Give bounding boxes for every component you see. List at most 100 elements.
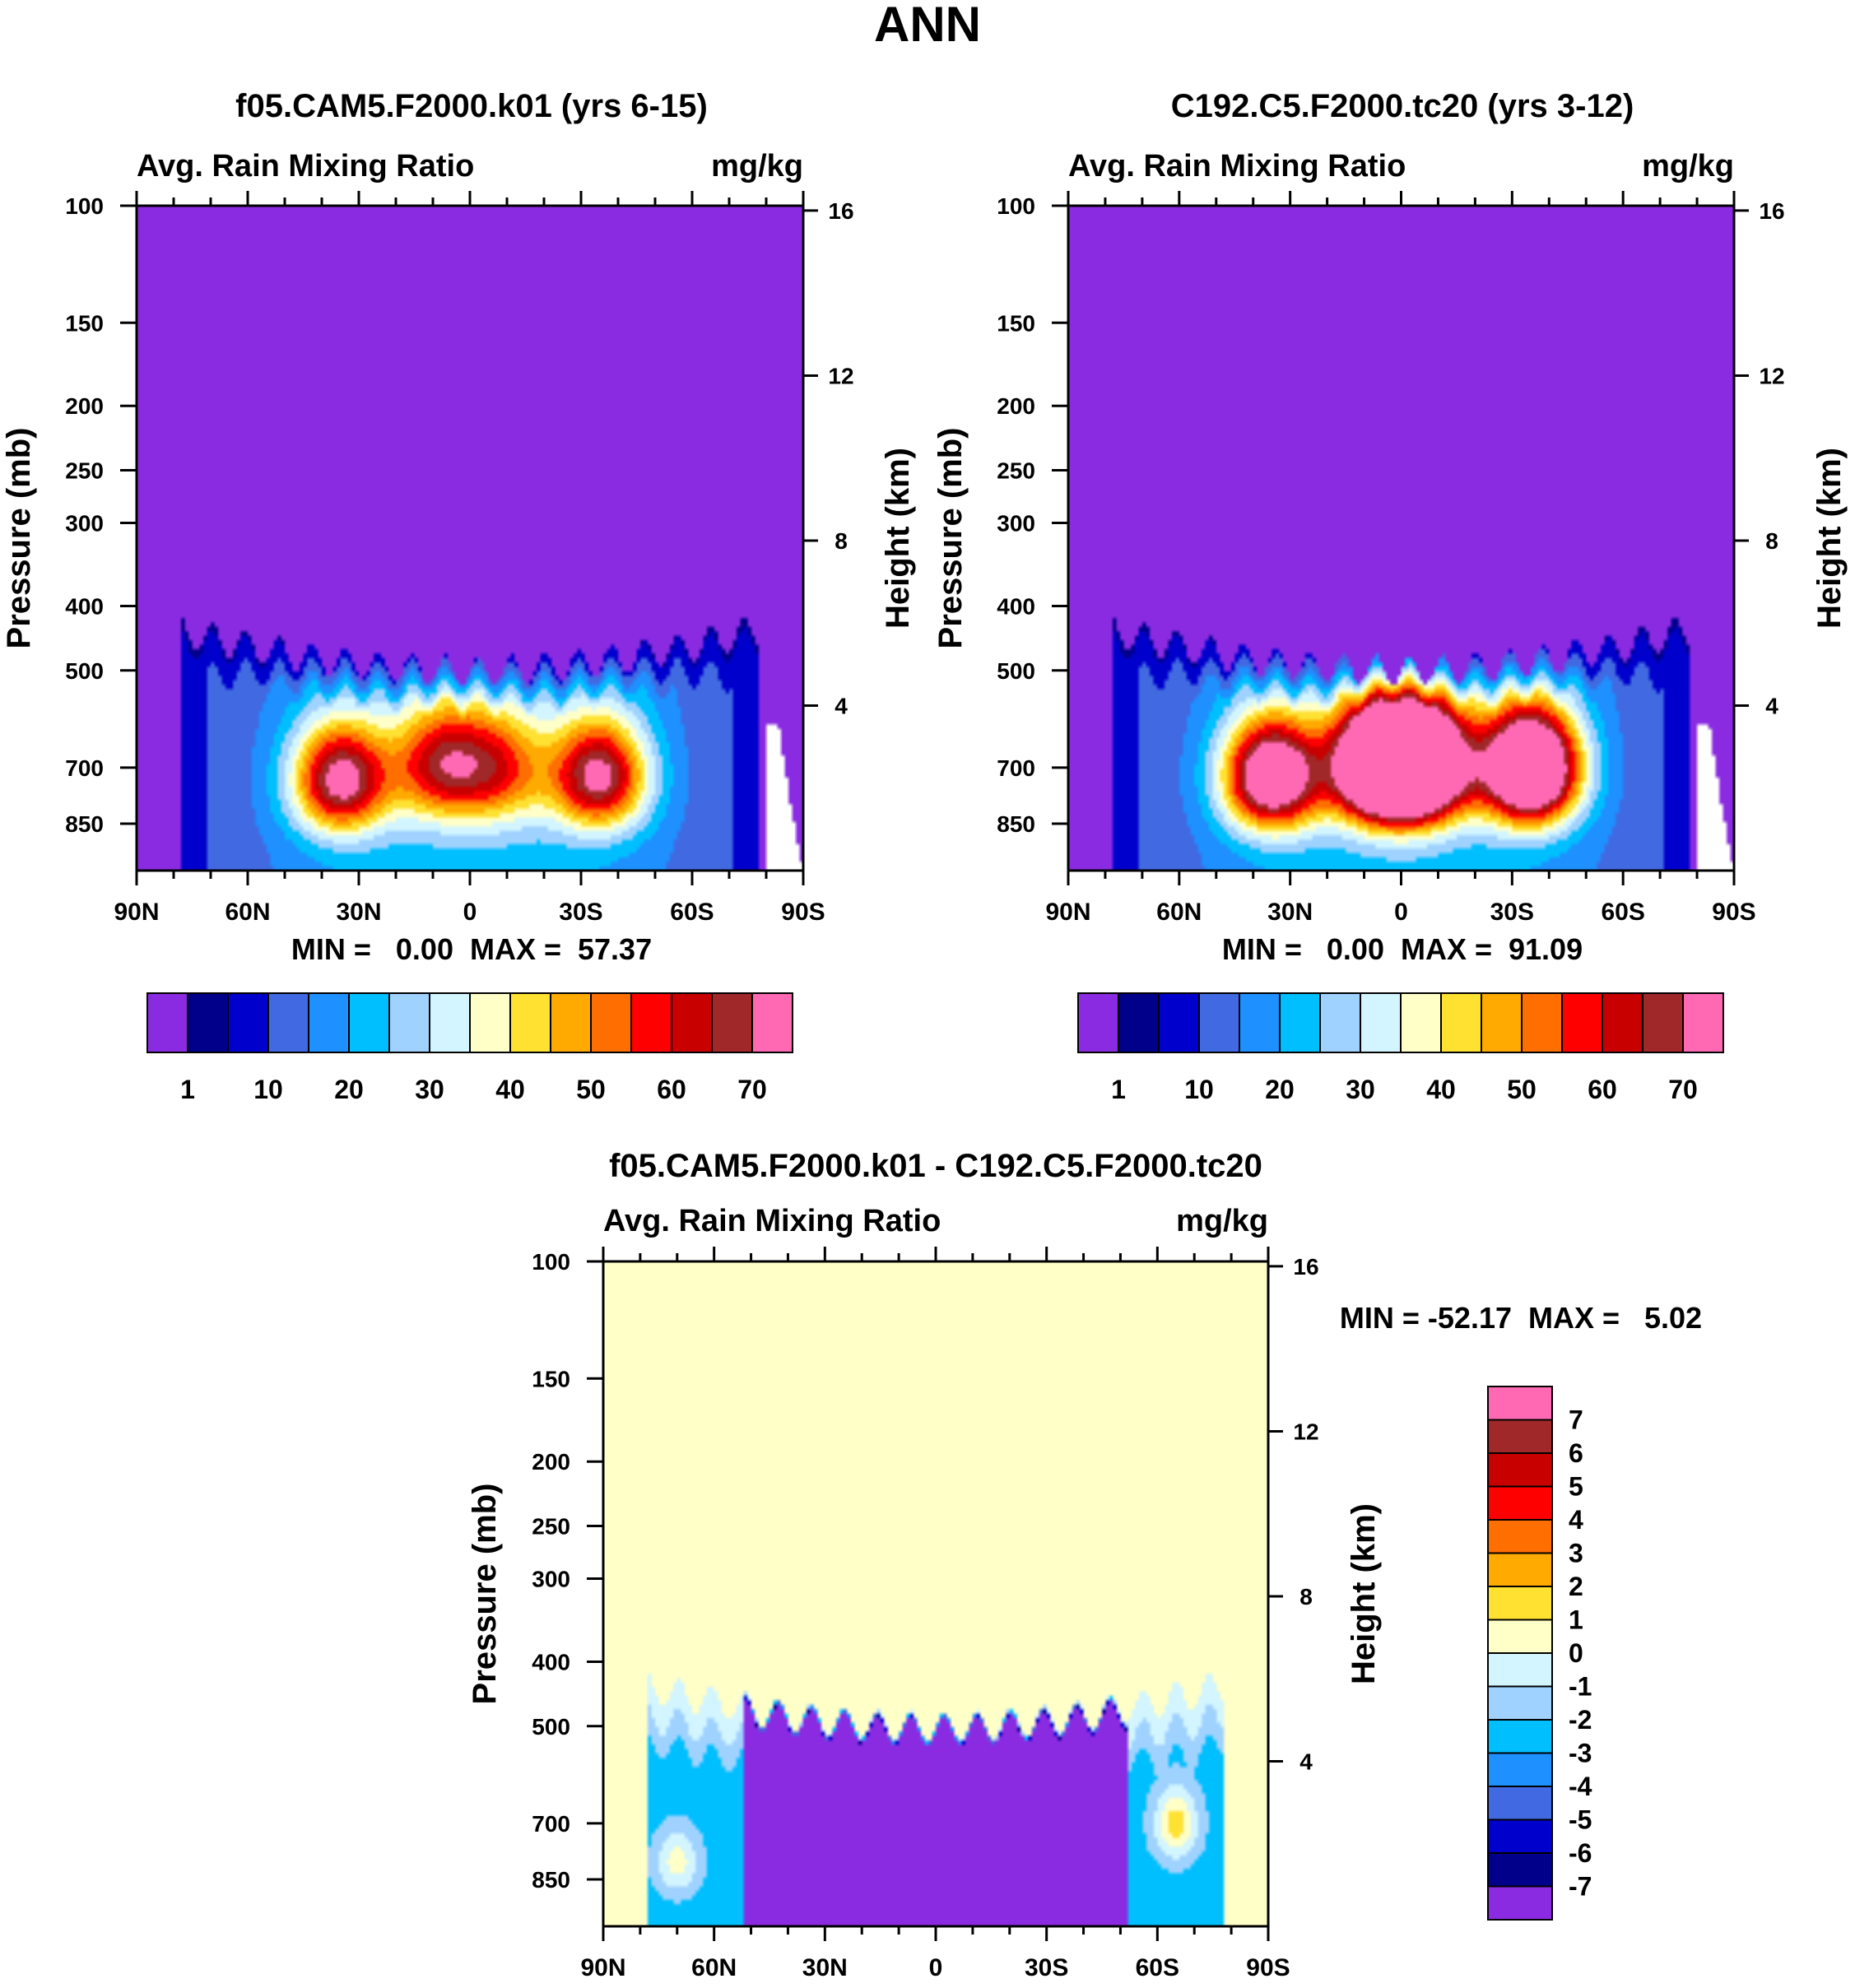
y-tick-label-250: 250 xyxy=(997,458,1035,484)
colorbar-label-5: 5 xyxy=(1569,1472,1583,1502)
colorbar-swatch xyxy=(1561,992,1603,1053)
colorbar-label-70: 70 xyxy=(1668,1075,1698,1104)
colorbar-swatch xyxy=(1487,1552,1553,1587)
colorbar-swatch xyxy=(1602,992,1643,1053)
colorbar-swatch xyxy=(308,992,350,1053)
colorbar-swatch xyxy=(509,992,551,1053)
y-tick-label-400: 400 xyxy=(997,593,1035,619)
y-tick-label-850: 850 xyxy=(532,1867,570,1893)
x-tick-label-90s: 90S xyxy=(1712,899,1755,926)
colorbar-swatch xyxy=(1440,992,1482,1053)
colorbar-label-50: 50 xyxy=(576,1075,606,1104)
y-right-tick-label-4: 4 xyxy=(835,693,848,718)
y-right-tick-label-4: 4 xyxy=(1299,1749,1313,1774)
colorbar-swatch xyxy=(227,992,269,1053)
colorbar-label-0: 0 xyxy=(1569,1638,1583,1668)
x-tick-label-0: 0 xyxy=(463,899,477,926)
y-tick-label-100: 100 xyxy=(997,193,1035,219)
y-tick-label-400: 400 xyxy=(532,1649,570,1674)
panel-1-variable-label: Avg. Rain Mixing Ratio xyxy=(137,149,474,183)
x-tick-label-90s: 90S xyxy=(1246,1954,1290,1981)
colorbar-label-3: 3 xyxy=(1569,1539,1583,1568)
colorbar-swatch xyxy=(1682,992,1724,1053)
colorbar-label--2: -2 xyxy=(1569,1705,1592,1735)
y-tick-label-200: 200 xyxy=(65,393,104,419)
colorbar-swatch xyxy=(348,992,390,1053)
y-tick-label-700: 700 xyxy=(65,755,104,781)
colorbar-label-60: 60 xyxy=(657,1075,686,1104)
panel-2-variable-label: Avg. Rain Mixing Ratio xyxy=(1068,149,1406,183)
y-tick-label-700: 700 xyxy=(997,755,1035,781)
colorbar-label--7: -7 xyxy=(1569,1872,1592,1902)
x-tick-label-60n: 60N xyxy=(1156,899,1202,926)
colorbar-swatch xyxy=(751,992,793,1053)
colorbar-swatch xyxy=(146,992,188,1053)
colorbar-label-30: 30 xyxy=(415,1075,444,1104)
x-tick-label-60s: 60S xyxy=(1136,1954,1179,1981)
panel-1-stats: MIN = 0.00 MAX = 57.37 xyxy=(291,932,652,966)
colorbar-swatch xyxy=(711,992,753,1053)
x-tick-label-0: 0 xyxy=(1394,899,1408,926)
y-tick-label-100: 100 xyxy=(65,193,104,219)
panel-2-y-axis-title: Pressure (mb) xyxy=(932,428,969,649)
panel-2-plot-area: 90N 60N 30N 0 30S 60S 90S 100 150 200 250 300 400 500… xyxy=(997,191,1785,926)
colorbar-swatch xyxy=(469,992,511,1053)
panel-3-title: f05.CAM5.F2000.k01 - C192.C5.F2000.tc20 xyxy=(609,1148,1262,1184)
colorbar-swatch xyxy=(1158,992,1200,1053)
colorbar-label-2: 2 xyxy=(1569,1572,1583,1601)
y-tick-label-200: 200 xyxy=(997,393,1035,419)
y-tick-label-850: 850 xyxy=(65,811,104,837)
y-tick-label-150: 150 xyxy=(532,1366,570,1391)
panel-3: f05.CAM5.F2000.k01 - C192.C5.F2000.tc20 … xyxy=(467,1148,1702,1981)
panel-1-field xyxy=(137,206,803,871)
colorbar-label-1: 1 xyxy=(1569,1605,1583,1635)
x-tick-label-30s: 30S xyxy=(1490,899,1534,926)
panel-1-y-axis-title: Pressure (mb) xyxy=(1,428,37,649)
x-tick-label-60s: 60S xyxy=(1601,899,1644,926)
colorbar-swatch xyxy=(590,992,632,1053)
colorbar-swatch xyxy=(429,992,471,1053)
colorbar-label-6: 6 xyxy=(1569,1438,1583,1468)
x-tick-label-60n: 60N xyxy=(691,1954,737,1981)
y-tick-label-300: 300 xyxy=(65,511,104,536)
colorbar-swatch xyxy=(1487,1752,1553,1787)
y-tick-label-200: 200 xyxy=(532,1449,570,1475)
colorbar-swatch xyxy=(1077,992,1119,1053)
panel-3-unit-label: mg/kg xyxy=(1176,1204,1268,1238)
colorbar-swatch xyxy=(1487,1419,1553,1454)
y-tick-label-300: 300 xyxy=(997,511,1035,536)
y-right-tick-label-8: 8 xyxy=(835,528,848,554)
x-tick-label-30n: 30N xyxy=(336,899,381,926)
y-right-tick-label-8: 8 xyxy=(1765,528,1778,554)
colorbar-label-60: 60 xyxy=(1588,1075,1617,1104)
colorbar-swatch xyxy=(1319,992,1361,1053)
panel-3-y-axis-title-right: Height (km) xyxy=(1346,1503,1382,1684)
panel-1-y-axis-title-right: Height (km) xyxy=(880,448,916,629)
y-right-tick-label-12: 12 xyxy=(828,363,853,388)
colorbar-label-20: 20 xyxy=(1265,1075,1295,1104)
y-right-tick-label-12: 12 xyxy=(1293,1419,1318,1444)
y-tick-label-150: 150 xyxy=(65,310,104,336)
panel-2-unit-label: mg/kg xyxy=(1642,149,1734,183)
colorbar-swatch xyxy=(1487,1786,1553,1821)
colorbar-swatch xyxy=(1487,1586,1553,1621)
panel-3-y-axis-title: Pressure (mb) xyxy=(467,1484,503,1705)
panel-3-stats: MIN = -52.17 MAX = 5.02 xyxy=(1340,1301,1702,1335)
colorbar-swatch xyxy=(1481,992,1523,1053)
y-tick-label-150: 150 xyxy=(997,310,1035,336)
x-tick-label-60s: 60S xyxy=(670,899,714,926)
colorbar-label-70: 70 xyxy=(737,1075,767,1104)
colorbar-label-40: 40 xyxy=(495,1075,525,1104)
x-tick-label-0: 0 xyxy=(929,1954,943,1981)
y-tick-label-700: 700 xyxy=(532,1811,570,1837)
colorbar-swatch xyxy=(1487,1652,1553,1688)
panel-1-plot-area: 90N 60N 30N 0 30S 60S 90S 100 150 200 250 300 400 500… xyxy=(65,191,854,926)
colorbar-swatch xyxy=(1360,992,1402,1053)
y-right-tick-label-16: 16 xyxy=(1759,198,1784,224)
panel-2-y-axis-title-right: Height (km) xyxy=(1811,448,1848,629)
panel-2: C192.C5.F2000.tc20 (yrs 3-12) Avg. Rain … xyxy=(932,88,1848,1104)
y-right-tick-label-12: 12 xyxy=(1759,363,1784,388)
x-tick-label-90s: 90S xyxy=(781,899,825,926)
